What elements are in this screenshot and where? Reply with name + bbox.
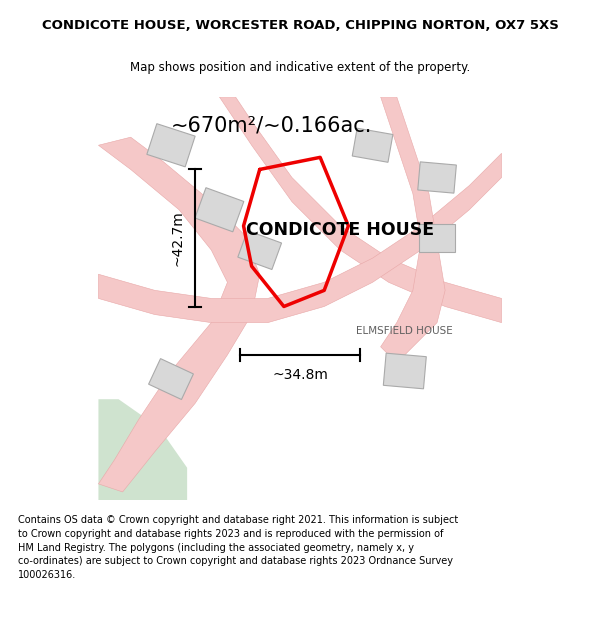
Bar	[352, 128, 393, 162]
Text: ~670m²/~0.166ac.: ~670m²/~0.166ac.	[171, 115, 373, 135]
Text: ELMSFIELD HOUSE: ELMSFIELD HOUSE	[356, 326, 453, 336]
Bar	[238, 231, 281, 269]
Polygon shape	[98, 153, 502, 322]
Text: CONDICOTE HOUSE: CONDICOTE HOUSE	[246, 221, 434, 239]
Bar	[147, 124, 195, 167]
Bar	[418, 162, 457, 193]
Bar	[149, 359, 193, 399]
Bar	[419, 224, 455, 252]
Bar	[383, 353, 426, 389]
Polygon shape	[220, 97, 502, 322]
Text: ~42.7m: ~42.7m	[170, 210, 184, 266]
Text: CONDICOTE HOUSE, WORCESTER ROAD, CHIPPING NORTON, OX7 5XS: CONDICOTE HOUSE, WORCESTER ROAD, CHIPPIN…	[41, 19, 559, 32]
Text: ~34.8m: ~34.8m	[272, 368, 328, 382]
Polygon shape	[380, 97, 445, 355]
Bar	[195, 188, 244, 232]
Polygon shape	[98, 399, 187, 500]
Text: Map shows position and indicative extent of the property.: Map shows position and indicative extent…	[130, 61, 470, 74]
Polygon shape	[98, 137, 260, 492]
Text: Contains OS data © Crown copyright and database right 2021. This information is : Contains OS data © Crown copyright and d…	[18, 515, 458, 580]
